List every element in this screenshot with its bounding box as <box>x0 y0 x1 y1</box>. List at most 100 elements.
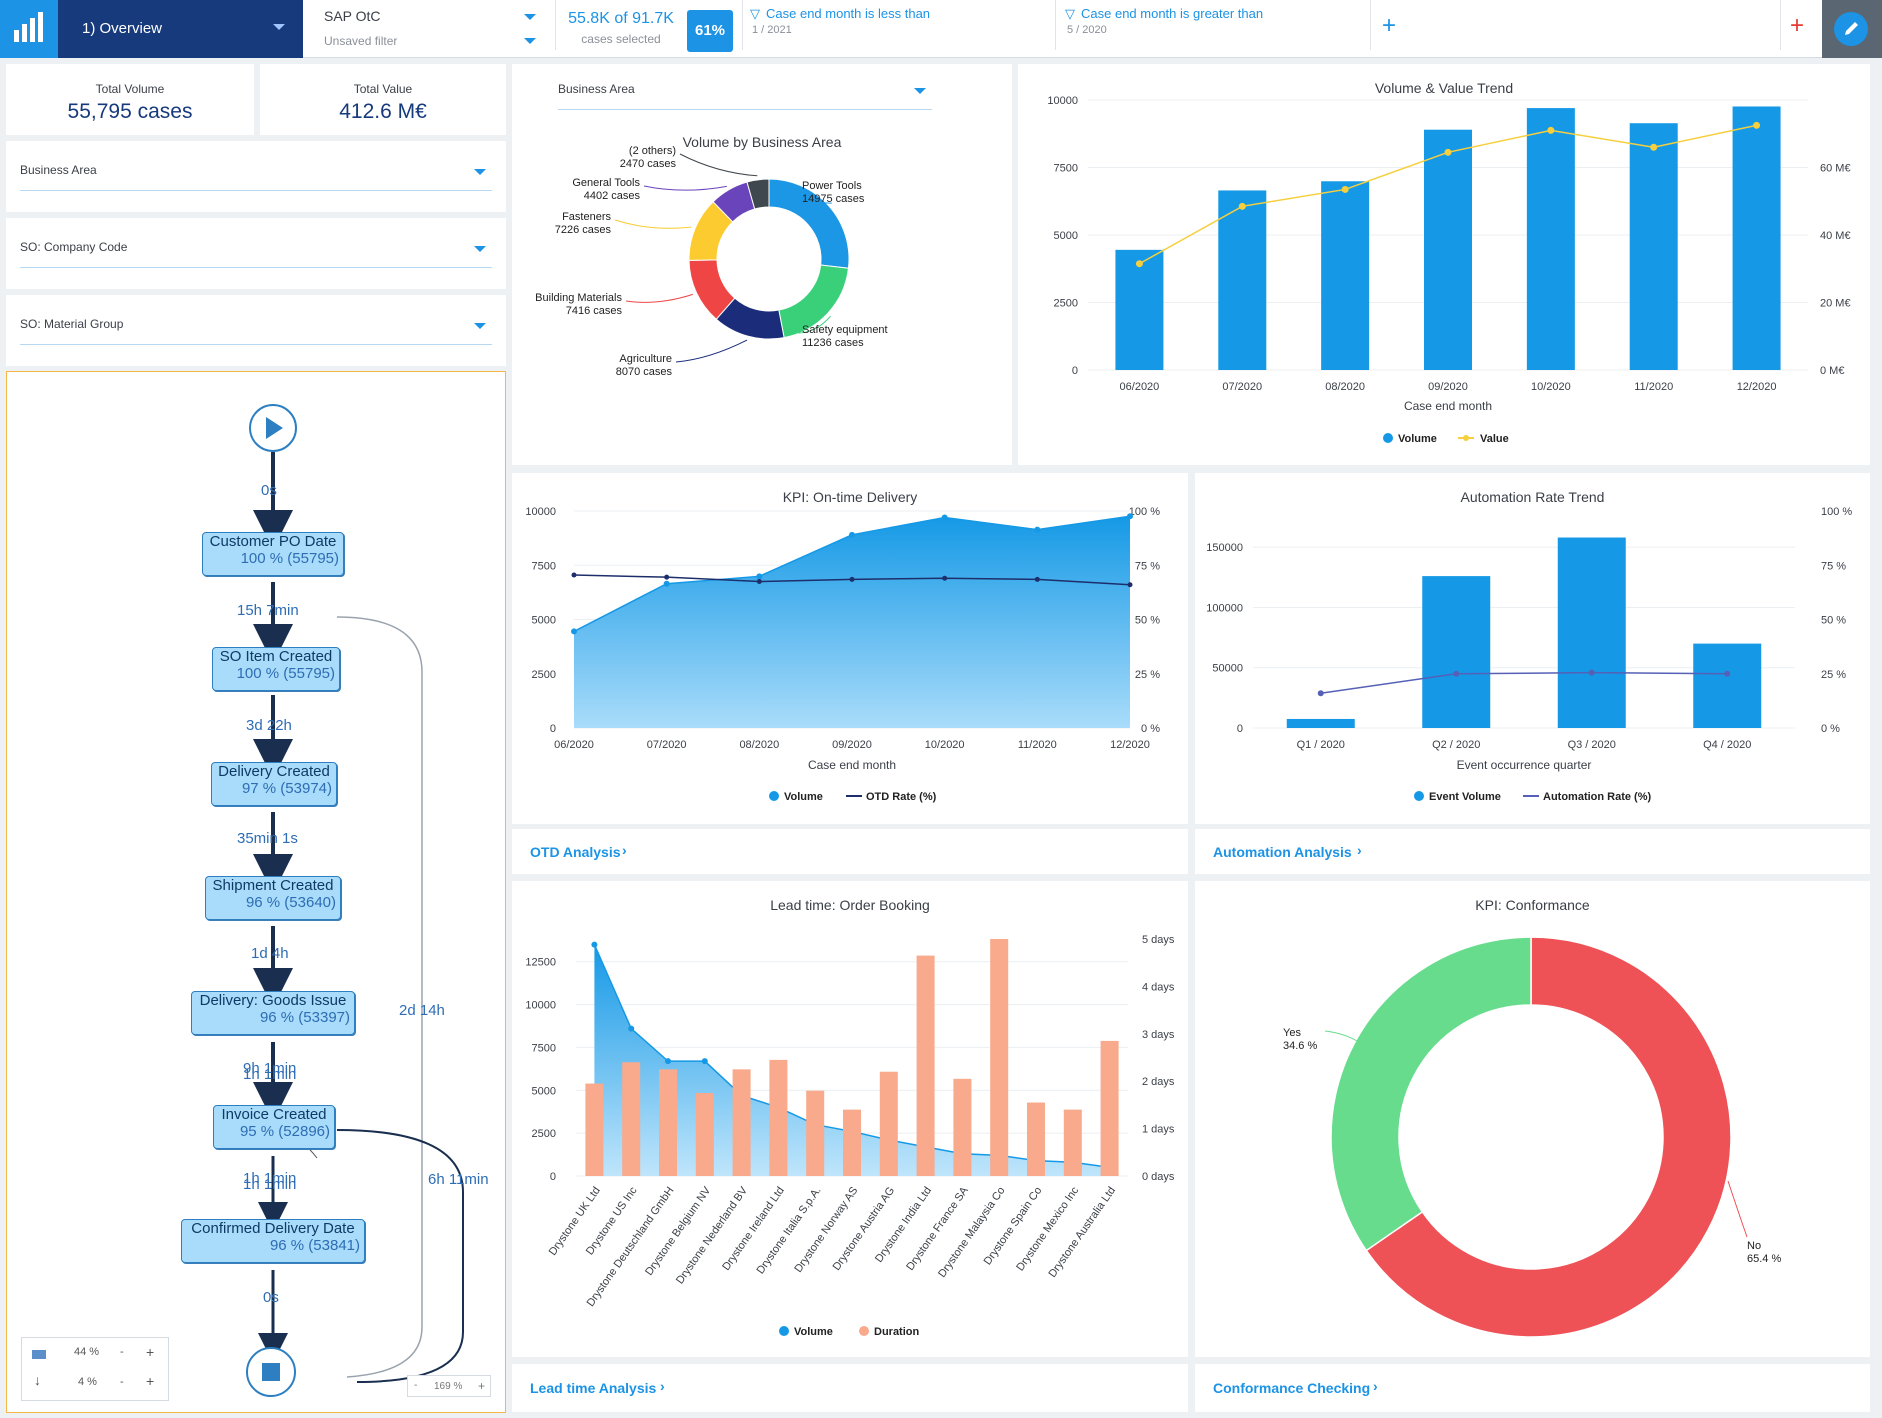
chevron-down-icon[interactable] <box>524 14 536 20</box>
slice-value: 8070 cases <box>616 366 673 378</box>
view-selector[interactable]: 1) Overview <box>58 0 303 58</box>
x-tick-label: Q2 / 2020 <box>1432 739 1480 751</box>
otd-chart: 0 2500 5000 7500 10000 0 % 25 % 50 % 75 % 100 % 06… <box>525 506 1160 803</box>
legend-label: Event Volume <box>1429 791 1501 803</box>
company-code-dropdown[interactable]: SO: Company Code <box>20 240 492 268</box>
chevron-down-icon <box>474 246 486 252</box>
filter-card: Business Area <box>6 141 506 212</box>
process-node[interactable]: Confirmed Delivery Date 96 % (53841) <box>181 1219 365 1263</box>
connections-pct: 4 % <box>78 1376 97 1388</box>
leader-line <box>679 153 758 177</box>
slice-value: 34.6 % <box>1283 1040 1317 1052</box>
y2-tick-label: 5 days <box>1142 934 1175 946</box>
volume-point <box>701 1058 708 1065</box>
y-tick-label: 10000 <box>525 506 556 518</box>
duration-bar <box>585 1083 604 1176</box>
edge-label: 15h 7min <box>237 602 299 619</box>
process-node[interactable]: Customer PO Date 100 % (55795) <box>202 532 344 576</box>
legend-label: Volume <box>1398 433 1437 445</box>
chart-title: Automation Rate Trend <box>1460 489 1605 505</box>
y-tick-label: 12500 <box>525 957 556 969</box>
edge-label: 35min 1s <box>237 830 298 847</box>
filter-card: SO: Material Group <box>6 295 506 366</box>
node-count: 100 % (55795) <box>236 665 335 682</box>
add-filter-button[interactable]: + <box>1382 12 1397 39</box>
volume-bar <box>1321 181 1370 370</box>
otd-rate-point <box>664 574 670 580</box>
business-area-dropdown[interactable]: Business Area <box>558 82 932 110</box>
process-node[interactable]: SO Item Created 100 % (55795) <box>212 647 340 691</box>
conformance-checking-link[interactable]: Conformance Checking › <box>1195 1364 1870 1412</box>
business-area-dropdown[interactable]: Business Area <box>20 163 492 191</box>
material-group-dropdown[interactable]: SO: Material Group <box>20 317 492 345</box>
edge-label: 3d 22h <box>246 717 292 734</box>
x-tick-label: Drystone Norway AS <box>792 1185 860 1275</box>
connections-minus-button[interactable]: - <box>120 1376 124 1388</box>
process-map[interactable]: Customer PO Date 100 % (55795) SO Item C… <box>6 371 506 1413</box>
x-tick-label: 06/2020 <box>554 739 594 751</box>
automation-rate-point <box>1588 669 1595 676</box>
process-selector[interactable]: SAP OtC Unsaved filter <box>308 0 548 58</box>
node-name: Delivery: Goods Issue <box>199 992 347 1009</box>
event-volume-bar <box>1557 537 1626 728</box>
trend-chart: 0 2500 5000 7500 10000 0 M€ 20 M€ 40 M€ 60 M€ 06/… <box>1047 95 1850 445</box>
divider <box>1055 0 1056 50</box>
duration-bar <box>695 1093 714 1176</box>
total-volume-value: 55,795 cases <box>67 100 193 123</box>
process-name: SAP OtC <box>324 8 381 24</box>
y-tick-label: 150000 <box>1206 542 1243 554</box>
process-node[interactable]: Invoice Created 95 % (52896) <box>213 1105 335 1149</box>
otd-analysis-link[interactable]: OTD Analysis › <box>512 829 1188 874</box>
slice-label: General Tools <box>572 177 640 189</box>
donut-slice <box>1330 936 1532 1252</box>
connections-plus-button[interactable]: + <box>146 1373 155 1389</box>
node-count: 96 % (53397) <box>259 1009 350 1026</box>
volume-bar <box>1115 249 1164 370</box>
process-node[interactable]: Delivery: Goods Issue 96 % (53397) <box>191 991 355 1035</box>
edge-label: 9h 1min <box>243 1060 297 1077</box>
node-count: 97 % (53974) <box>241 780 332 797</box>
arrow-down-icon: ↓ <box>34 1372 41 1388</box>
leader-line <box>1324 1030 1358 1042</box>
event-volume-bar <box>1286 718 1355 728</box>
add-red-button[interactable]: + <box>1790 12 1805 39</box>
total-volume-label: Total Volume <box>95 82 165 96</box>
volume-value-trend-panel: Volume & Value Trend 0 2500 5000 7500 10000 0… <box>1018 64 1870 465</box>
node-count: 96 % (53640) <box>245 894 336 911</box>
legend-label: Volume <box>794 1326 833 1338</box>
process-node[interactable]: Delivery Created 97 % (53974) <box>211 762 337 806</box>
zoom-out-button[interactable]: - <box>414 1380 418 1391</box>
chevron-down-icon[interactable] <box>524 38 536 44</box>
filter-chip-less-than[interactable]: ▽ Case end month is less than 1 / 2021 <box>750 6 1050 46</box>
bar-chart-logo-icon[interactable] <box>0 0 58 58</box>
filter-chip-greater-than[interactable]: ▽ Case end month is greater than 5 / 202… <box>1065 6 1365 46</box>
automation-analysis-link[interactable]: Automation Analysis › <box>1195 829 1870 874</box>
dropdown-label: SO: Company Code <box>20 240 128 254</box>
dropdown-label: Business Area <box>558 82 635 96</box>
x-tick-label: 12/2020 <box>1737 381 1777 393</box>
total-value-value: 412.6 M€ <box>339 100 427 123</box>
cases-count: 55.8K of 91.7K <box>568 10 674 27</box>
volume-bar <box>1732 106 1781 371</box>
activities-plus-button[interactable]: + <box>146 1344 155 1360</box>
edge-label: 1d 4h <box>251 945 289 962</box>
cases-percent-badge: 61% <box>687 10 733 52</box>
event-volume-bar <box>1693 643 1762 728</box>
volume-bar <box>1526 108 1575 370</box>
process-node[interactable]: Shipment Created 96 % (53640) <box>205 876 341 920</box>
chevron-right-icon: › <box>622 842 627 858</box>
x-tick-label: 10/2020 <box>1531 381 1571 393</box>
value-point <box>1753 121 1761 129</box>
automation-rate-point <box>1724 670 1731 677</box>
pencil-icon[interactable] <box>1834 12 1868 46</box>
x-tick-label: 10/2020 <box>925 739 965 751</box>
activities-minus-button[interactable]: - <box>120 1346 124 1358</box>
y2-tick-label: 1 days <box>1142 1124 1175 1136</box>
y-tick-label: 7500 <box>532 1042 556 1054</box>
edit-area <box>1822 0 1882 58</box>
leadtime-analysis-link[interactable]: Lead time Analysis › <box>512 1364 1188 1412</box>
zoom-in-button[interactable]: + <box>478 1379 486 1393</box>
y-tick-label: 5000 <box>532 1085 556 1097</box>
y2-tick-label: 25 % <box>1821 669 1846 681</box>
